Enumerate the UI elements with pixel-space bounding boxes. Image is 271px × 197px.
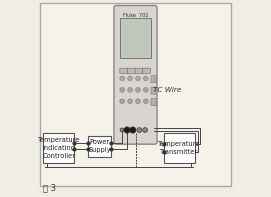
FancyBboxPatch shape (127, 68, 135, 73)
Circle shape (128, 76, 133, 81)
Circle shape (137, 128, 142, 132)
Circle shape (120, 99, 125, 104)
Circle shape (120, 87, 125, 92)
Circle shape (143, 87, 148, 92)
Circle shape (136, 87, 140, 92)
FancyBboxPatch shape (114, 6, 157, 144)
FancyBboxPatch shape (120, 18, 151, 58)
Circle shape (128, 87, 133, 92)
Circle shape (143, 99, 148, 104)
FancyBboxPatch shape (151, 76, 156, 83)
Circle shape (136, 76, 140, 81)
Text: 图 3: 图 3 (43, 183, 56, 192)
Circle shape (130, 127, 136, 133)
Circle shape (136, 99, 140, 104)
Circle shape (143, 76, 148, 81)
FancyBboxPatch shape (40, 3, 231, 186)
Text: Fluke  702: Fluke 702 (123, 13, 148, 18)
FancyBboxPatch shape (151, 87, 156, 94)
Circle shape (120, 76, 125, 81)
Circle shape (143, 128, 147, 132)
Text: Power
Supply: Power Supply (88, 139, 111, 153)
FancyBboxPatch shape (135, 68, 143, 73)
FancyBboxPatch shape (120, 68, 128, 73)
Circle shape (120, 128, 124, 132)
FancyBboxPatch shape (88, 136, 111, 157)
FancyBboxPatch shape (43, 133, 75, 163)
FancyBboxPatch shape (151, 98, 156, 106)
Text: TC Wire: TC Wire (153, 87, 182, 93)
FancyBboxPatch shape (143, 68, 151, 73)
FancyBboxPatch shape (164, 133, 195, 163)
Circle shape (124, 127, 130, 133)
Text: Temperature
Transmitter: Temperature Transmitter (158, 141, 201, 155)
Circle shape (128, 99, 133, 104)
Text: Temperature
Indicating
Controller: Temperature Indicating Controller (37, 137, 80, 159)
